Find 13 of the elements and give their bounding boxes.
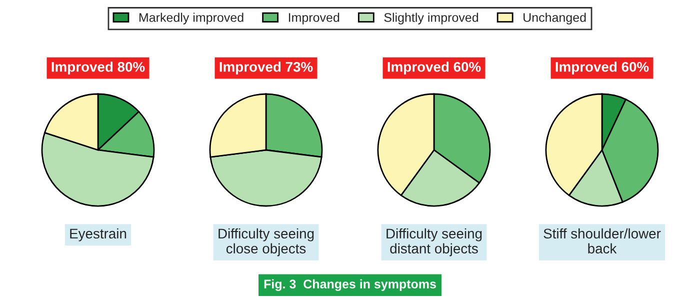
caption: Fig. 3 Changes in symptoms bbox=[264, 279, 436, 291]
legend-label: Improved bbox=[288, 12, 340, 24]
text: Difficulty seeing close objects bbox=[218, 228, 314, 256]
legend-label: Unchanged bbox=[524, 12, 586, 24]
chart-title: Improved 73% bbox=[220, 62, 313, 75]
legend-label: Slightly improved bbox=[384, 12, 478, 24]
text: Difficulty seeing distant objects bbox=[386, 228, 482, 256]
chart-title: Improved 60% bbox=[388, 62, 481, 75]
text: Stiff shoulder/lower back bbox=[544, 228, 661, 254]
text: Improved 80% bbox=[52, 62, 145, 75]
legend-label: Markedly improved bbox=[140, 12, 244, 24]
text: Eyestrain bbox=[70, 228, 126, 242]
chart-title: Improved 60% bbox=[556, 62, 649, 75]
